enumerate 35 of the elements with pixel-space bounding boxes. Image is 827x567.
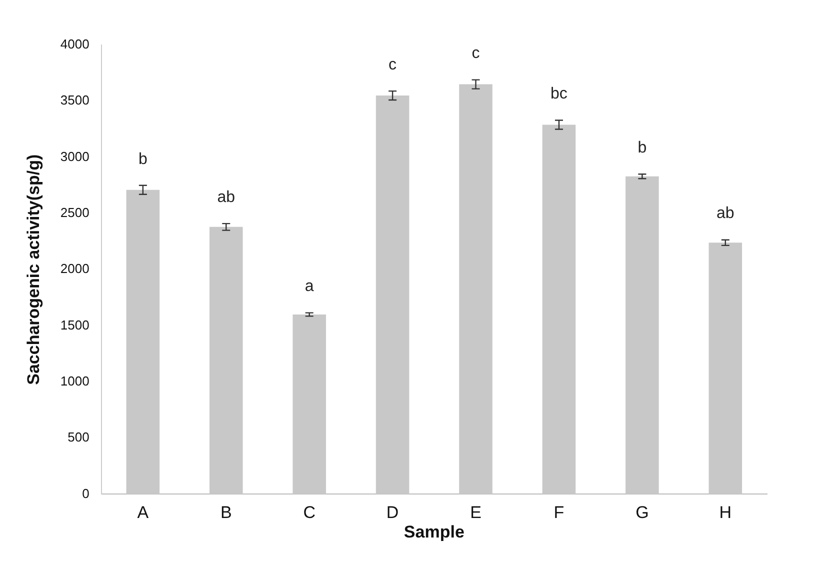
bar xyxy=(708,242,742,494)
annotation: bc xyxy=(550,86,568,103)
y-tick-label: 3500 xyxy=(60,92,90,108)
annotation: ab xyxy=(217,188,236,206)
x-tick-label: C xyxy=(303,503,316,522)
y-tick-label: 3000 xyxy=(60,148,90,164)
y-axis-title: Saccharogenic activity(sp/g) xyxy=(24,154,43,385)
y-tick-label: 1500 xyxy=(60,317,90,332)
bar xyxy=(542,124,576,494)
annotation: ab xyxy=(716,205,734,222)
annotation: b xyxy=(638,140,647,157)
y-tick-label: 2000 xyxy=(60,261,90,276)
y-tick-label: 4000 xyxy=(60,36,90,52)
x-tick-label: B xyxy=(220,503,232,522)
annotation: c xyxy=(472,45,480,62)
y-tick-label: 500 xyxy=(68,430,90,445)
x-tick-label: A xyxy=(137,503,150,522)
bar xyxy=(376,96,410,494)
x-tick-label: D xyxy=(386,503,399,522)
x-tick-label: E xyxy=(470,503,482,522)
bar xyxy=(459,84,492,494)
x-tick-label: G xyxy=(636,503,649,522)
annotation: c xyxy=(388,56,397,74)
annotation: b xyxy=(138,150,148,168)
y-tick-label: 2500 xyxy=(60,205,90,220)
y-tick-label: 0 xyxy=(82,486,90,501)
y-tick-label: 1000 xyxy=(60,373,90,388)
annotation: a xyxy=(304,278,314,296)
bar xyxy=(626,176,659,494)
bar xyxy=(292,314,326,494)
x-tick-label: F xyxy=(554,503,564,522)
bar xyxy=(126,190,160,494)
x-axis-title: Sample xyxy=(404,522,464,542)
bar xyxy=(209,226,243,494)
x-tick-label: H xyxy=(719,503,732,522)
